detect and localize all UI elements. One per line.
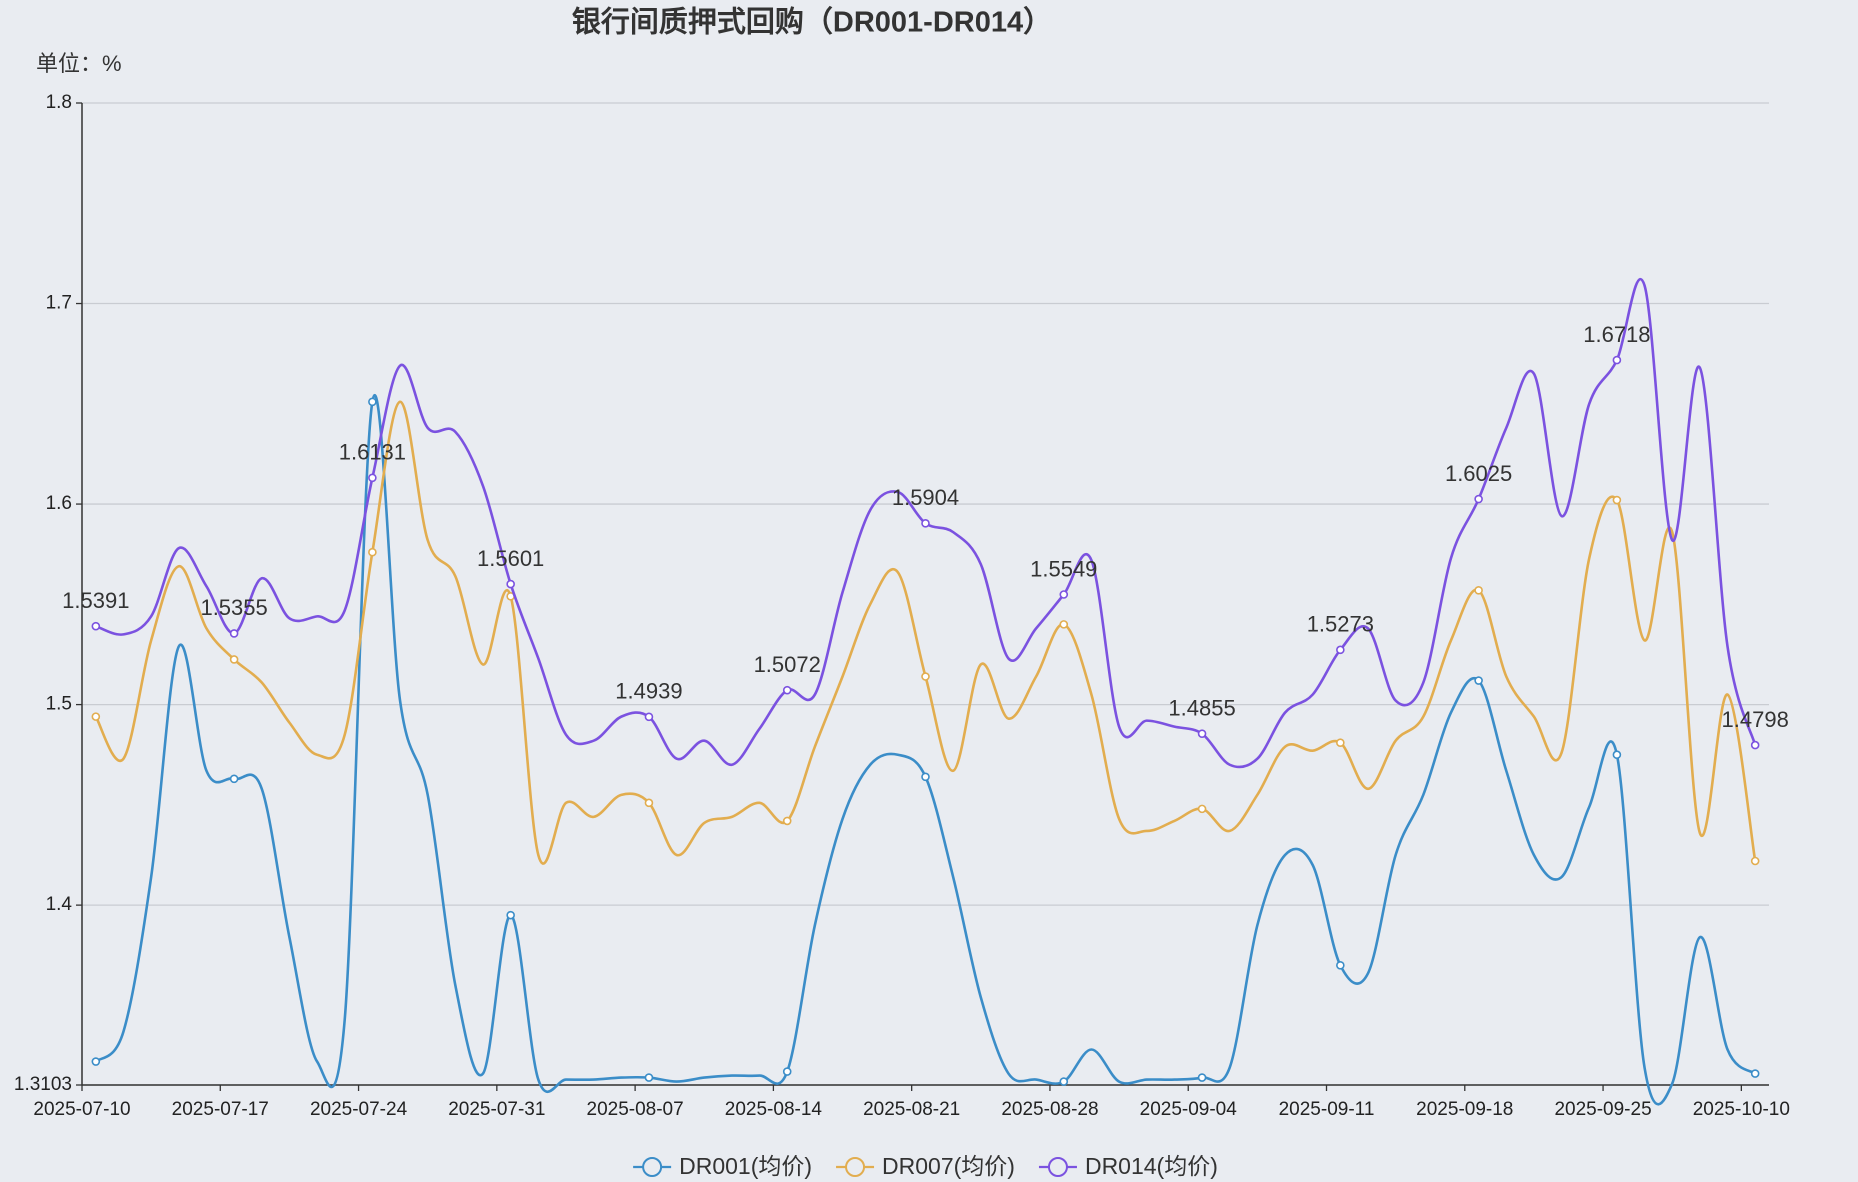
point-marker [91, 621, 101, 631]
data-label: 1.5601 [477, 546, 544, 571]
x-tick-label: 2025-08-14 [725, 1099, 823, 1120]
point-marker [229, 629, 239, 638]
point-marker [1059, 590, 1069, 599]
x-tick-label: 2025-07-10 [33, 1099, 130, 1120]
y-tick-label: 1.5 [46, 694, 72, 715]
y-tick-label: 1.6 [46, 493, 72, 514]
y-axis-unit: 单位：% [36, 51, 122, 76]
point-marker [1612, 750, 1622, 760]
point-marker [921, 672, 930, 681]
data-label: 1.5273 [1307, 612, 1374, 637]
point-marker [782, 1067, 792, 1076]
point-marker [368, 547, 377, 557]
legend-label: DR007(均价) [882, 1153, 1015, 1179]
data-label: 1.6718 [1583, 322, 1650, 347]
point-marker [1474, 676, 1483, 685]
x-tick-label: 2025-09-04 [1140, 1099, 1238, 1120]
point-marker [229, 655, 239, 664]
point-marker [782, 816, 792, 826]
legend-item: DR001(均价) [633, 1153, 812, 1179]
x-tick-label: 2025-09-18 [1416, 1099, 1513, 1120]
point-marker [1750, 740, 1760, 750]
point-marker [1197, 729, 1207, 738]
legend: DR001(均价) DR007(均价) DR014(均价) [633, 1153, 1218, 1179]
point-marker [644, 1073, 654, 1082]
data-label: 1.5072 [754, 652, 821, 677]
x-tick-label: 2025-09-11 [1279, 1099, 1375, 1120]
data-label: 1.5355 [200, 595, 267, 620]
y-tick-label: 1.8 [46, 92, 72, 113]
point-marker [368, 473, 377, 483]
chart-title: 银行间质押式回购（DR001-DR014） [572, 5, 1052, 39]
series-line [94, 400, 1757, 865]
point-marker [1474, 494, 1483, 504]
point-marker [1612, 495, 1622, 505]
data-label: 1.6131 [339, 440, 406, 465]
point-marker [1336, 645, 1345, 655]
point-marker [1750, 1069, 1760, 1078]
legend-label: DR001(均价) [679, 1153, 812, 1179]
legend-label: DR014(均价) [1085, 1153, 1218, 1179]
x-tick-label: 2025-08-28 [1001, 1099, 1098, 1120]
point-marker [91, 712, 101, 721]
point-marker [1336, 738, 1345, 747]
point-marker [1474, 585, 1483, 595]
point-marker [921, 519, 930, 528]
point-marker [1197, 1073, 1207, 1082]
point-marker [1059, 620, 1069, 629]
legend-item: DR014(均价) [1038, 1153, 1218, 1179]
x-tick-label: 2025-09-25 [1554, 1099, 1651, 1120]
point-marker [644, 798, 654, 808]
y-tick-label: 1.7 [46, 293, 72, 314]
point-marker [1612, 355, 1622, 365]
point-marker [1336, 960, 1345, 970]
y-tick-label: 1.4 [46, 894, 73, 915]
point-marker [1059, 1077, 1069, 1086]
point-marker [506, 579, 515, 589]
data-label: 1.4939 [615, 679, 682, 704]
data-label: 1.5391 [62, 588, 129, 613]
legend-marker [845, 1157, 866, 1177]
data-label: 1.6025 [1445, 461, 1512, 486]
point-marker [1197, 804, 1207, 814]
data-label: 1.5549 [1030, 556, 1097, 581]
x-tick-label: 2025-10-10 [1693, 1099, 1790, 1120]
point-marker [368, 397, 377, 407]
series-line [95, 277, 1757, 769]
data-label: 1.4798 [1722, 707, 1789, 732]
y-tick-label: 1.3103 [14, 1074, 72, 1095]
legend-item: DR007(均价) [836, 1153, 1015, 1179]
legend-marker [1047, 1157, 1068, 1177]
data-label: 1.4855 [1168, 695, 1235, 720]
x-tick-label: 2025-08-21 [863, 1099, 960, 1120]
point-marker [1750, 856, 1760, 866]
point-marker [91, 1057, 101, 1066]
x-tick-label: 2025-07-24 [310, 1099, 408, 1120]
series-line [94, 394, 1757, 1106]
x-tick-label: 2025-07-17 [172, 1099, 269, 1120]
point-marker [782, 685, 792, 695]
x-tick-label: 2025-07-31 [448, 1099, 545, 1120]
x-tick-label: 2025-08-07 [587, 1099, 684, 1120]
point-marker [644, 712, 654, 722]
point-marker [921, 772, 930, 782]
point-marker [506, 910, 515, 920]
point-marker [229, 774, 239, 784]
legend-marker [642, 1157, 663, 1177]
data-label: 1.5904 [892, 485, 959, 510]
